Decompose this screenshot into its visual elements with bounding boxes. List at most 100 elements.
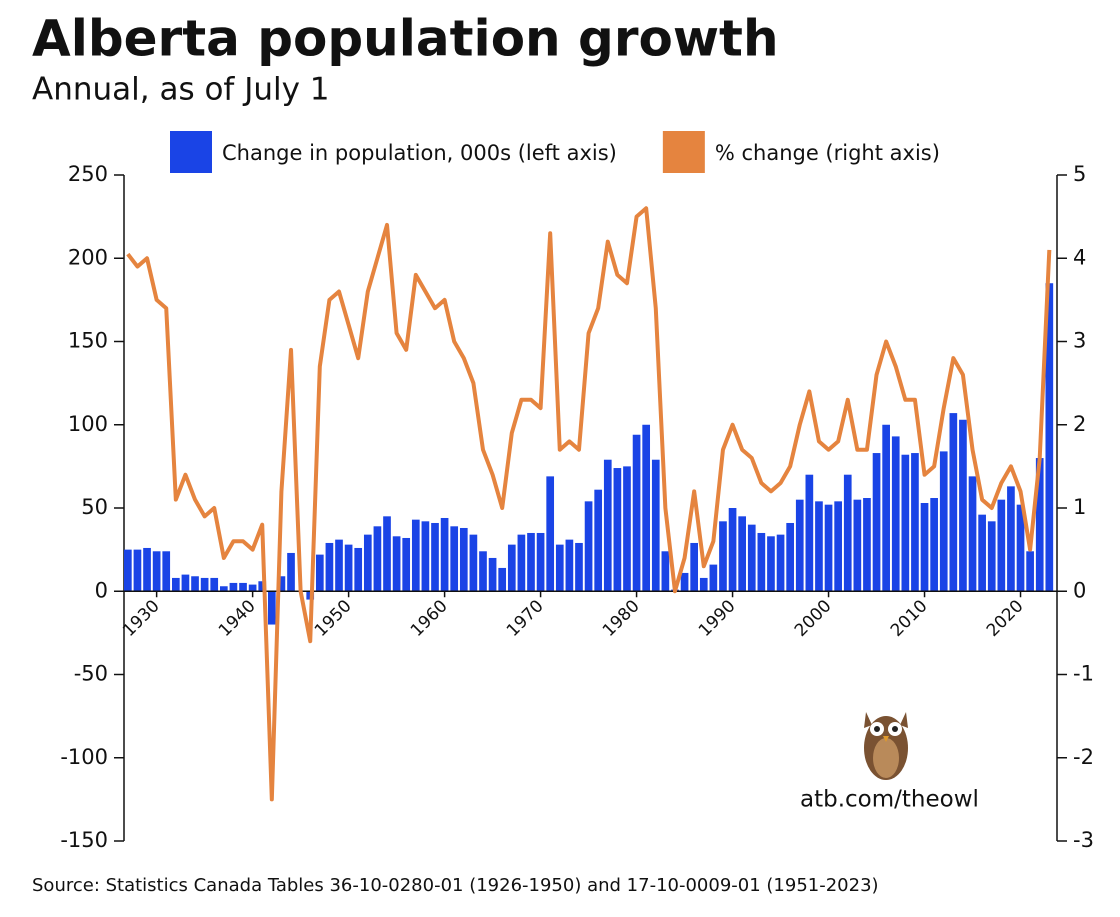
bar bbox=[162, 551, 171, 592]
bar bbox=[834, 501, 842, 592]
bar bbox=[421, 521, 430, 592]
bar bbox=[124, 549, 132, 592]
bar bbox=[527, 532, 535, 592]
bar bbox=[738, 516, 746, 592]
x-tick-label: 1950 bbox=[311, 596, 356, 641]
legend-label: % change (right axis) bbox=[715, 141, 940, 165]
bar bbox=[757, 532, 766, 592]
bar bbox=[191, 576, 199, 592]
bar bbox=[805, 474, 814, 592]
bar bbox=[690, 542, 699, 592]
x-tick-label: 1990 bbox=[695, 596, 740, 641]
chart-title: Alberta population growth bbox=[32, 10, 779, 68]
y2-tick-label: 1 bbox=[1073, 495, 1086, 519]
bar bbox=[1007, 486, 1015, 592]
y2-tick-label: 2 bbox=[1073, 412, 1086, 436]
bar bbox=[565, 539, 574, 592]
x-tick-label: 2020 bbox=[983, 596, 1028, 641]
bar bbox=[795, 499, 804, 592]
bar bbox=[450, 526, 459, 592]
bar bbox=[335, 539, 343, 592]
x-tick-label: 1940 bbox=[215, 596, 260, 641]
bar bbox=[709, 564, 718, 592]
bar bbox=[642, 424, 651, 592]
bar bbox=[555, 544, 564, 592]
bar bbox=[469, 534, 478, 592]
bar bbox=[882, 424, 890, 592]
line bbox=[126, 206, 1052, 802]
bar bbox=[747, 524, 756, 592]
bar bbox=[623, 466, 631, 592]
bar bbox=[584, 501, 593, 592]
y2-tick-label: 3 bbox=[1073, 329, 1086, 353]
bar bbox=[959, 419, 967, 592]
bar bbox=[776, 534, 785, 592]
y-tick-label: 100 bbox=[68, 412, 108, 436]
bar bbox=[632, 434, 641, 592]
y-tick-label: -100 bbox=[60, 745, 108, 769]
bar bbox=[930, 498, 938, 592]
x-tick-label: 1960 bbox=[407, 596, 452, 641]
bar bbox=[911, 453, 919, 592]
bar bbox=[459, 527, 468, 592]
bar bbox=[479, 551, 487, 592]
y-tick-label: 150 bbox=[68, 329, 108, 353]
bar bbox=[200, 577, 209, 592]
y2-tick-label: -3 bbox=[1073, 828, 1094, 852]
bar bbox=[402, 537, 411, 592]
bar bbox=[699, 577, 708, 592]
bar bbox=[517, 534, 526, 592]
bar bbox=[277, 576, 286, 592]
bar bbox=[354, 547, 363, 592]
legend-label: Change in population, 000s (left axis) bbox=[222, 141, 617, 165]
y2-tick-label: 4 bbox=[1073, 245, 1086, 269]
bar bbox=[767, 536, 775, 592]
bar bbox=[1026, 551, 1034, 592]
bar bbox=[987, 521, 996, 592]
owl-logo bbox=[864, 712, 908, 780]
bar bbox=[133, 549, 142, 592]
bar bbox=[575, 542, 583, 592]
bar bbox=[171, 577, 180, 592]
y-tick-label: -50 bbox=[74, 662, 108, 686]
legend-swatch bbox=[170, 131, 212, 173]
bar bbox=[651, 459, 660, 592]
bar bbox=[546, 476, 555, 592]
bar bbox=[498, 567, 507, 592]
bar bbox=[603, 459, 612, 592]
bar bbox=[152, 551, 161, 592]
watermark: atb.com/theowl bbox=[800, 787, 979, 813]
bar bbox=[507, 544, 516, 592]
legend: Change in population, 000s (left axis) % … bbox=[170, 131, 940, 173]
bar bbox=[613, 468, 622, 592]
bar bbox=[383, 516, 391, 592]
bar bbox=[229, 582, 238, 592]
bar bbox=[315, 554, 324, 592]
y-tick-label: 200 bbox=[68, 245, 108, 269]
source-note: Source: Statistics Canada Tables 36-10-0… bbox=[32, 875, 879, 896]
bar bbox=[863, 498, 871, 592]
bar bbox=[815, 501, 823, 592]
bar bbox=[901, 454, 910, 592]
bar bbox=[1016, 504, 1025, 592]
bar bbox=[949, 413, 958, 592]
bar bbox=[536, 532, 545, 592]
y-tick-label: -150 bbox=[60, 828, 108, 852]
bar bbox=[267, 591, 276, 625]
y2-tick-label: 0 bbox=[1073, 578, 1086, 602]
x-tick-label: 2010 bbox=[887, 596, 932, 641]
bar bbox=[258, 581, 267, 592]
legend-swatch bbox=[662, 131, 705, 173]
bar bbox=[594, 489, 603, 592]
bar bbox=[287, 552, 295, 592]
bar bbox=[824, 504, 833, 592]
bar bbox=[920, 503, 929, 592]
chart-subtitle: Annual, as of July 1 bbox=[32, 72, 330, 108]
bar bbox=[997, 499, 1006, 592]
bar bbox=[872, 453, 881, 592]
bar bbox=[488, 557, 497, 592]
bar bbox=[786, 522, 794, 592]
bar bbox=[680, 572, 689, 592]
bar bbox=[411, 519, 420, 592]
